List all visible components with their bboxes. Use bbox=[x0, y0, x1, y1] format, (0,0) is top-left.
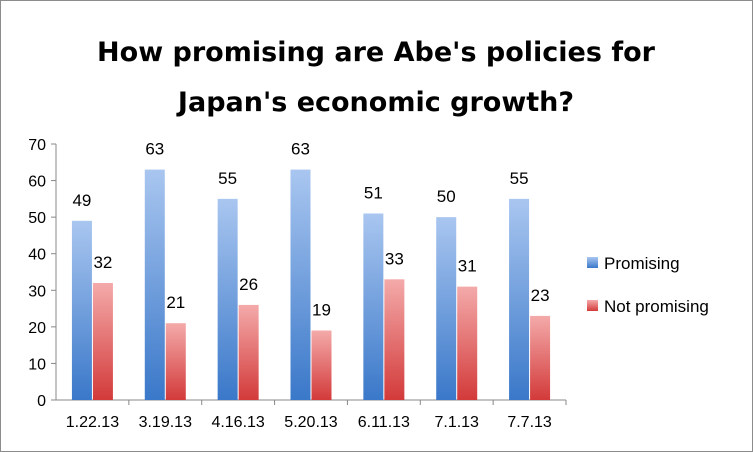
legend-swatch-promising bbox=[587, 257, 598, 268]
data-label: 26 bbox=[239, 275, 258, 294]
bar-not-promising bbox=[92, 282, 113, 400]
legend-label: Not promising bbox=[604, 297, 709, 316]
bar-promising bbox=[217, 198, 238, 400]
data-label: 23 bbox=[531, 286, 550, 305]
data-label: 31 bbox=[458, 257, 477, 276]
x-tick-label: 5.20.13 bbox=[284, 414, 337, 431]
bar-not-promising bbox=[457, 286, 478, 400]
data-label: 50 bbox=[437, 187, 456, 206]
bar-promising bbox=[290, 169, 311, 400]
legend-label: Promising bbox=[604, 254, 680, 273]
bar-not-promising bbox=[238, 304, 259, 400]
y-tick-label: 70 bbox=[28, 137, 46, 154]
y-tick-label: 50 bbox=[28, 210, 46, 227]
bar-promising bbox=[71, 220, 92, 400]
bar-not-promising bbox=[530, 315, 551, 400]
x-tick-label: 4.16.13 bbox=[211, 414, 264, 431]
data-label: 63 bbox=[145, 140, 164, 159]
y-tick-label: 30 bbox=[28, 283, 46, 300]
chart-title-line-2: Japan's economic growth? bbox=[176, 87, 574, 118]
bar-promising bbox=[436, 217, 457, 400]
x-tick-label: 7.7.13 bbox=[507, 414, 552, 431]
legend-swatch-not-promising bbox=[587, 300, 598, 311]
x-tick-label: 6.11.13 bbox=[358, 414, 410, 431]
data-label: 21 bbox=[166, 293, 185, 312]
bar-promising bbox=[363, 213, 384, 400]
data-label: 51 bbox=[364, 183, 383, 202]
data-label: 49 bbox=[72, 191, 91, 210]
bar-promising bbox=[144, 169, 165, 400]
y-tick-label: 20 bbox=[28, 320, 46, 337]
data-label: 19 bbox=[312, 301, 331, 320]
data-label: 63 bbox=[291, 140, 310, 159]
data-label: 32 bbox=[93, 253, 112, 272]
bar-not-promising bbox=[311, 330, 332, 400]
y-tick-label: 0 bbox=[37, 393, 46, 410]
x-tick-label: 7.1.13 bbox=[434, 414, 479, 431]
y-tick-label: 40 bbox=[28, 247, 46, 264]
data-label: 33 bbox=[385, 249, 404, 268]
bar-promising bbox=[509, 198, 530, 400]
bar-not-promising bbox=[165, 323, 186, 400]
x-tick-label: 1.22.13 bbox=[66, 414, 119, 431]
y-tick-label: 60 bbox=[28, 174, 46, 191]
data-label: 55 bbox=[510, 169, 529, 188]
y-tick-label: 10 bbox=[28, 356, 46, 373]
data-label: 55 bbox=[218, 169, 237, 188]
x-tick-label: 3.19.13 bbox=[139, 414, 192, 431]
bar-not-promising bbox=[384, 279, 405, 400]
chart-title-line-1: How promising are Abe's policies for bbox=[97, 37, 656, 68]
